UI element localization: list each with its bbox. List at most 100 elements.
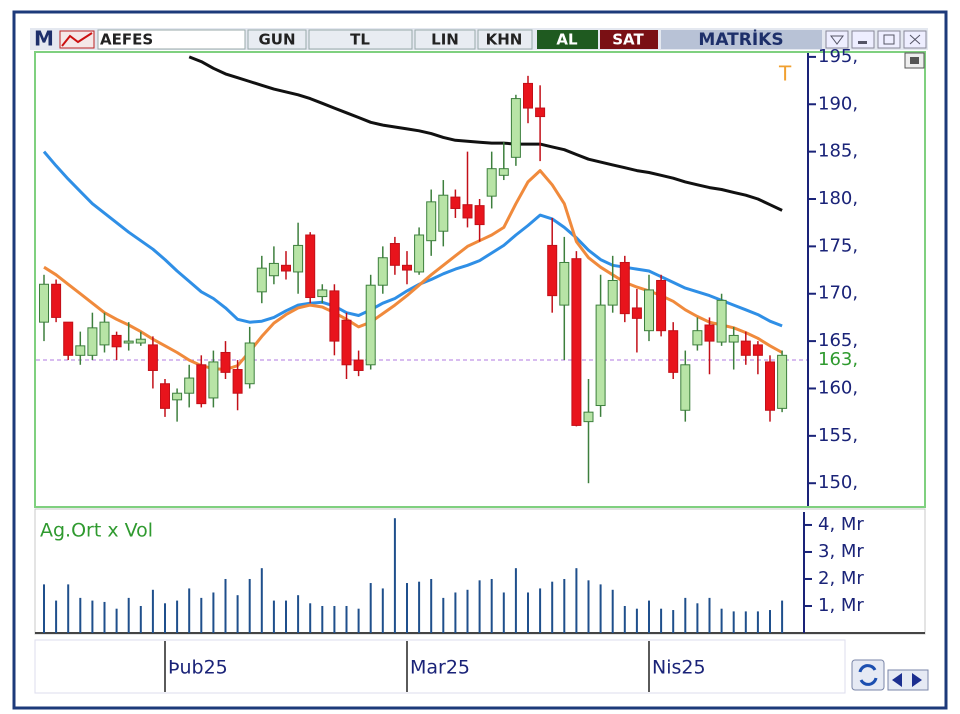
volume-bar (587, 580, 590, 633)
price-plot (36, 55, 808, 484)
button[interactable] (414, 29, 476, 50)
volume-bar (345, 605, 348, 633)
button[interactable] (477, 29, 533, 50)
symbol-field[interactable] (97, 29, 246, 50)
candle-body (583, 411, 594, 423)
panel-title: Ag.Ort x Vol (40, 520, 153, 542)
candle-body (111, 334, 122, 348)
volume-bar (67, 584, 70, 633)
candle-body (414, 234, 425, 273)
x-tick-label: Þub25 (168, 657, 228, 679)
candle-body (438, 194, 449, 232)
buy-button[interactable] (537, 30, 598, 49)
candle-body (220, 351, 231, 373)
volume-bar (236, 595, 239, 633)
symbol: AEFES (100, 31, 153, 49)
candle-body (535, 107, 546, 118)
volume-bar (333, 605, 336, 633)
y-tick-label: 195, (818, 46, 858, 67)
volume-bar (151, 589, 154, 633)
volume-bar (406, 583, 408, 633)
candle-body (123, 340, 134, 344)
candle-body (765, 361, 775, 411)
candle-body (474, 205, 485, 226)
y-tick-label: 3, Mr (818, 541, 864, 562)
y-tick-label: 4, Mr (818, 514, 864, 535)
candle-body (208, 361, 219, 399)
volume-bar (648, 600, 650, 633)
candle-body (63, 321, 74, 356)
volume-bar (696, 603, 699, 633)
candle-body (172, 392, 183, 401)
candle-body (595, 304, 606, 407)
volume-bar (285, 600, 287, 633)
volume-bar (781, 600, 784, 633)
candle-body (147, 344, 158, 371)
candle-body (232, 369, 243, 394)
button[interactable] (247, 29, 307, 50)
volume-bar (212, 592, 215, 633)
candle-body (462, 204, 473, 219)
candle-body (498, 168, 509, 176)
volume-bar (660, 608, 663, 633)
candle-body (317, 289, 328, 298)
volume-bar (732, 611, 735, 633)
volume-bar (260, 568, 263, 633)
candle-body (329, 290, 340, 342)
candle-body (510, 98, 521, 158)
volume-axis: 1, Mr 2, Mr 3, Mr 4, Mr (803, 512, 864, 633)
volume-bar (478, 580, 481, 633)
candle-body (619, 261, 630, 315)
candle-body (607, 279, 618, 306)
candle-body (39, 283, 49, 323)
volume-bar (91, 600, 94, 633)
volume-bar (393, 518, 396, 633)
y-tick-label: 150, (818, 472, 858, 493)
y-tick-label: 190, (818, 93, 858, 114)
volume-bar (490, 578, 493, 633)
candle-body (99, 321, 110, 346)
window-buttons[interactable] (825, 30, 927, 49)
brand: MATRİKS (698, 28, 783, 50)
volume-bar (200, 597, 203, 633)
volume-bar (43, 584, 45, 633)
candle-body (656, 279, 667, 332)
y-tick-label: 1, Mr (818, 595, 864, 616)
volume-bar (769, 610, 771, 633)
symbol-icon (59, 30, 95, 49)
y-tick-label: 155, (818, 425, 858, 446)
y-tick-label: 160, (818, 377, 858, 398)
button-label: LIN (431, 31, 459, 49)
candle-body (571, 258, 582, 426)
candle-body (631, 307, 642, 319)
volume-bar (164, 603, 166, 633)
candle-body (365, 284, 376, 366)
y-tick-label: 2, Mr (818, 568, 864, 589)
candle-body (196, 364, 207, 405)
candle-body (450, 196, 461, 209)
volume-bar (454, 592, 457, 633)
candle-body (547, 244, 558, 297)
candle-body (305, 234, 316, 299)
volume-bar (527, 592, 529, 633)
candle-body (704, 324, 715, 342)
candle-body (668, 330, 679, 373)
candle-body (87, 327, 98, 356)
candle-body (389, 243, 400, 266)
candle-body (426, 201, 437, 242)
scroll-buttons[interactable] (887, 669, 929, 691)
volume-bar (224, 578, 227, 633)
sell-button[interactable] (600, 30, 658, 49)
refresh-button[interactable] (851, 659, 885, 691)
volume-bar (502, 592, 505, 633)
button[interactable] (308, 29, 413, 50)
volume-bar (248, 578, 251, 633)
volume-bar (539, 588, 542, 633)
volume-bar (188, 588, 191, 633)
volume-bar (611, 589, 614, 633)
volume-bar (720, 608, 723, 633)
candle-body (268, 262, 279, 277)
volume-bar (321, 605, 324, 633)
candle-body (486, 168, 497, 197)
y-tick-label: 180, (818, 188, 858, 209)
